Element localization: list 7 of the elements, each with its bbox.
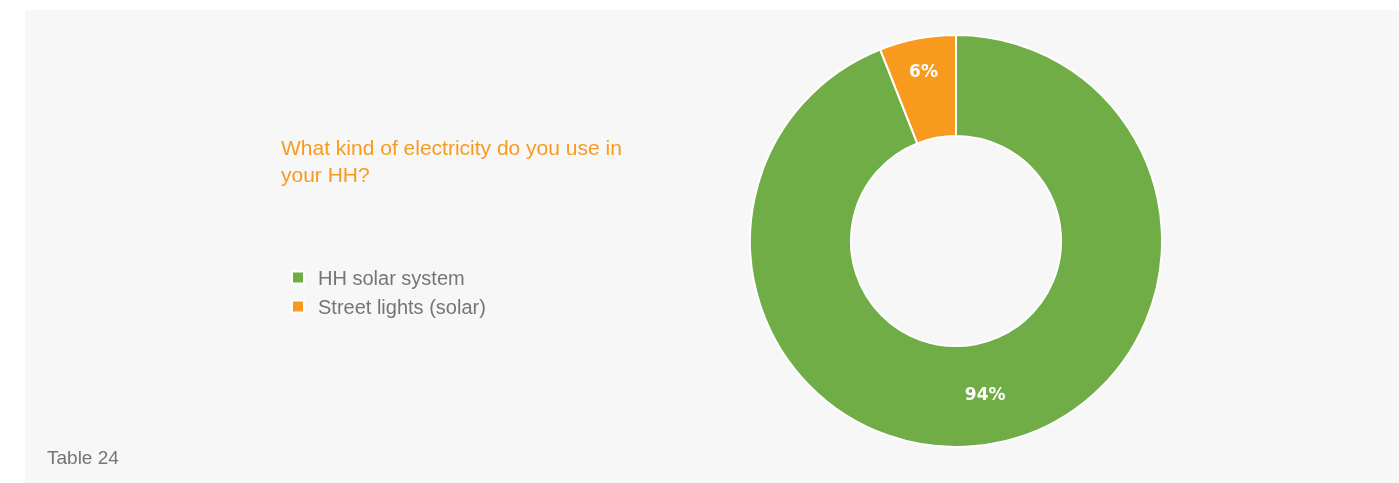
text: What kind of electricity do you use in your HH? [281,136,622,187]
legend-label: Street lights (solar) [318,296,486,319]
data-label: 94% [964,383,1006,404]
donut-slice [749,34,1163,448]
data-label: 6% [909,60,938,81]
caption: Table 24 [47,447,120,468]
legend-label: HH solar system [318,267,465,290]
